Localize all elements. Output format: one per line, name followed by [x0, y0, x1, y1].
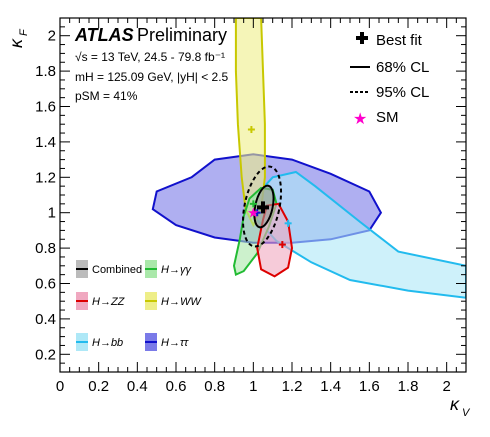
x-tick-label: 1.6 [359, 378, 380, 395]
y-tick-label: 2 [48, 28, 56, 45]
y-tick-label: 1.8 [35, 63, 56, 80]
legend-htautau: H→ττ [145, 333, 189, 351]
x-tick-label: 0.2 [88, 378, 109, 395]
svg-text:H→ττ: H→ττ [161, 337, 189, 349]
x-tick-label: 1.8 [398, 378, 419, 395]
y-tick-label: 1.4 [35, 134, 56, 151]
best-fit-marker-H→bb [284, 219, 292, 227]
x-tick-label: 1 [249, 378, 257, 395]
sm-point: ★ [247, 205, 260, 221]
legend-combined: Combined [76, 260, 142, 278]
main-legend: Best fit 68% CL 95% CL ★ SM [350, 32, 429, 128]
x-tick-label: 0 [56, 378, 64, 395]
legend-hzz: H→ZZ [76, 292, 126, 310]
svg-text:H→ZZ: H→ZZ [92, 296, 126, 308]
x-tick-label: 0.8 [204, 378, 225, 395]
y-tick-label: 1.2 [35, 169, 56, 186]
atlas-label: ATLAS [74, 25, 134, 45]
contours-layer [151, 18, 466, 299]
combined-best-fit [257, 201, 269, 214]
y-tick-label: 1.6 [35, 99, 56, 116]
combined-95cl-contour [242, 165, 283, 248]
svg-text:H→bb: H→bb [92, 337, 123, 349]
legend-hgg: H→γγ [145, 260, 192, 278]
y-tick-label: 0.8 [35, 240, 56, 257]
legend-hbb: H→bb [76, 333, 123, 351]
x-tick-label: 2 [442, 378, 450, 395]
preliminary-label: Preliminary [137, 25, 227, 45]
y-tick-label: 1 [48, 205, 56, 222]
x-tick-label: 1.4 [320, 378, 341, 395]
y-tick-label: 0.6 [35, 276, 56, 293]
best-fit-marker-H→ZZ [278, 241, 286, 249]
markers-layer: ★ [247, 126, 292, 249]
legend-sm: SM [376, 109, 399, 126]
y-axis-subscript: F [18, 28, 30, 36]
y-tick-label: 0.2 [35, 346, 56, 363]
sm-star-icon: ★ [353, 111, 367, 128]
best-fit-marker-H→γγ [249, 200, 257, 208]
psm-label: pSM = 41% [75, 89, 138, 103]
channel-legend: Combined H→γγ H→ZZ H→WW H→bb H→ττ [76, 260, 202, 351]
x-tick-label: 1.2 [282, 378, 303, 395]
y-tick-label: 0.4 [35, 311, 56, 328]
legend-best-fit: Best fit [376, 32, 423, 49]
best-fit-marker-H→ττ [253, 209, 261, 217]
header-block: ATLAS Preliminary √s = 13 TeV, 24.5 - 79… [74, 25, 229, 103]
svg-text:H→WW: H→WW [161, 296, 202, 308]
x-tick-label: 0.6 [166, 378, 187, 395]
svg-text:H→γγ: H→γγ [161, 264, 192, 276]
energy-lumi-label: √s = 13 TeV, 24.5 - 79.8 fb⁻¹ [75, 50, 225, 64]
x-tick-label: 0.4 [127, 378, 148, 395]
svg-text:Combined: Combined [92, 264, 142, 276]
legend-68cl: 68% CL [376, 59, 429, 76]
x-axis-subscript: V [462, 407, 471, 419]
mass-rapidity-label: mH = 125.09 GeV, |yH| < 2.5 [75, 70, 229, 84]
legend-hww: H→WW [145, 292, 202, 310]
y-axis-title: κ [6, 38, 26, 48]
legend-95cl: 95% CL [376, 84, 429, 101]
best-fit-cross-icon [356, 32, 368, 44]
best-fit-marker-H→WW [247, 126, 255, 134]
x-axis-title: κ [450, 394, 460, 414]
axes-layer: 0 0.2 0.4 0.6 0.8 1 1.2 1.4 1.6 1.8 20.20.40.60.81… [6, 17, 471, 419]
